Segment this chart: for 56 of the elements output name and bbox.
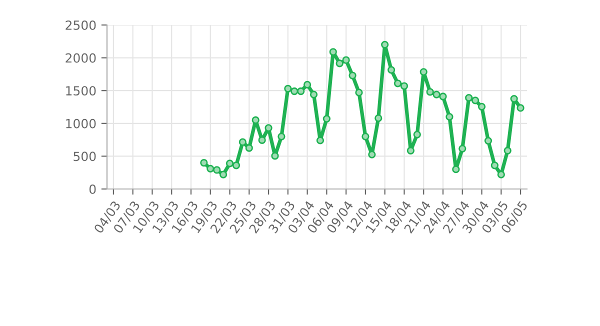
point: [471, 96, 480, 104]
point: [426, 88, 434, 96]
point: [439, 92, 447, 100]
point: [510, 94, 518, 103]
point: [446, 113, 454, 121]
point: [458, 144, 466, 152]
point: [252, 116, 260, 124]
point: [420, 68, 428, 76]
point: [381, 40, 389, 48]
point: [219, 170, 228, 178]
point: [406, 146, 415, 154]
point: [213, 166, 221, 174]
point: [374, 114, 382, 122]
point: [368, 150, 376, 158]
point: [484, 136, 492, 145]
point: [400, 82, 408, 90]
point: [329, 48, 337, 56]
y-tick-label: 500: [74, 152, 96, 162]
point: [497, 170, 505, 178]
point: [490, 162, 499, 170]
y-tick-label: 2000: [66, 53, 96, 63]
point: [238, 138, 247, 146]
point: [504, 146, 512, 154]
point: [348, 72, 356, 80]
point: [387, 66, 396, 74]
point: [413, 130, 421, 138]
point: [310, 90, 318, 98]
point: [290, 87, 298, 96]
point: [516, 104, 524, 112]
point: [284, 84, 292, 92]
point: [245, 144, 253, 152]
point: [394, 80, 402, 88]
point: [264, 124, 272, 132]
point: [432, 90, 440, 98]
point: [206, 164, 214, 172]
point: [316, 136, 324, 144]
point: [452, 166, 460, 174]
point: [297, 87, 305, 96]
y-tick-label: 2500: [66, 20, 96, 30]
y-tick-label: 0: [89, 184, 96, 194]
point: [478, 102, 486, 110]
point: [226, 160, 234, 168]
point: [200, 158, 208, 167]
point: [465, 94, 473, 102]
point: [303, 80, 312, 89]
point: [355, 88, 363, 96]
point: [342, 56, 350, 64]
point: [232, 162, 240, 170]
point: [336, 60, 344, 68]
point: [322, 114, 331, 123]
point: [258, 136, 266, 144]
point: [271, 152, 279, 160]
y-tick-label: 1500: [66, 86, 96, 96]
point: [362, 132, 370, 140]
point: [278, 132, 286, 140]
y-tick-label: 1000: [66, 118, 96, 128]
